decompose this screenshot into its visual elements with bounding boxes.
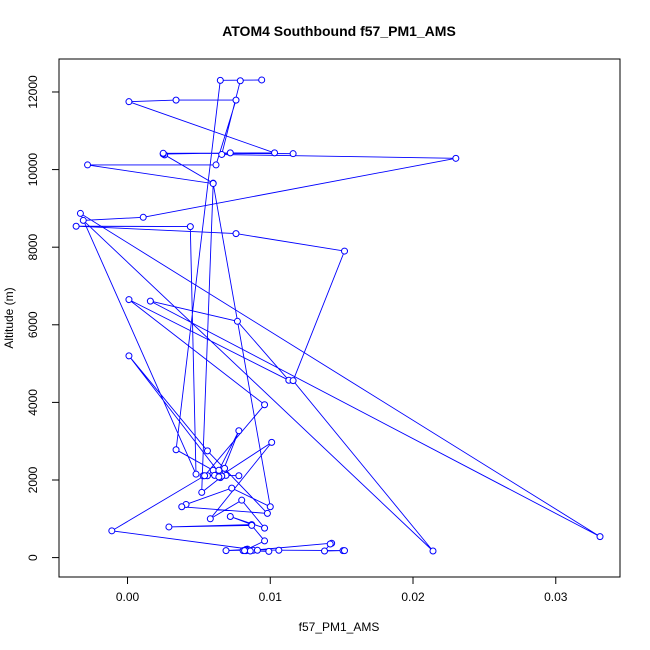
data-point [84,161,92,169]
y-tick-label: 8000 [26,234,40,261]
data-point [79,216,87,224]
data-point [289,377,297,385]
series-points-group [72,76,604,555]
data-point [429,547,437,555]
y-tick-label: 10000 [26,153,40,187]
data-point [289,150,297,158]
x-tick-label: 0.01 [259,590,283,604]
data-point [233,317,241,325]
data-point [72,222,80,230]
series-line [76,79,601,552]
data-point [178,503,186,511]
data-point [265,547,273,555]
data-point [146,297,154,305]
data-point [248,521,256,529]
data-point [209,180,217,188]
data-point [139,213,147,221]
data-point [246,547,254,555]
y-tick-label: 0 [26,554,40,561]
data-point [261,401,269,409]
data-point [198,488,206,496]
y-axis: 0 2000 4000 6000 8000 10000 12000 [26,75,60,561]
data-point [76,209,84,217]
data-point [108,527,116,535]
x-tick-label: 0.02 [401,590,425,604]
data-point [235,427,243,435]
data-point [221,464,229,472]
data-point [218,150,226,158]
data-point [275,546,283,554]
data-point [452,154,460,162]
data-point [125,98,133,106]
data-point [226,149,234,157]
data-point [192,470,200,478]
data-point [165,523,173,531]
data-point [125,296,133,304]
chart-title: ATOM4 Southbound f57_PM1_AMS [222,23,456,39]
data-point [172,96,180,104]
data-point [226,512,234,520]
data-point [186,223,194,231]
data-point [241,547,249,555]
data-point [261,537,269,545]
y-tick-label: 2000 [26,466,40,493]
data-point [326,540,334,548]
x-axis-title: f57_PM1_AMS [299,620,380,634]
data-point [235,472,243,480]
data-point [172,446,180,454]
data-point [206,515,214,523]
y-tick-label: 12000 [26,75,40,109]
y-axis-title: Altitude (m) [2,287,16,348]
data-point [125,352,133,360]
data-point [201,472,209,480]
x-axis: 0.00 0.01 0.02 0.03 [116,576,568,604]
data-point [261,524,269,532]
data-point [159,149,167,157]
data-point [266,503,274,511]
data-point [215,466,223,474]
data-point [232,96,240,104]
data-point [222,547,230,555]
x-tick-label: 0.00 [116,590,140,604]
data-point [321,547,329,555]
data-point [271,149,279,157]
y-tick-label: 4000 [26,389,40,416]
data-point [232,230,240,238]
x-tick-label: 0.03 [544,590,568,604]
data-point [268,438,276,446]
data-point [203,447,211,455]
data-point [596,533,604,541]
data-point [216,76,224,84]
data-point [238,496,246,504]
data-point [236,77,244,85]
data-point [228,484,236,492]
data-point [253,546,261,554]
series-line-group [76,79,601,552]
y-tick-label: 6000 [26,311,40,338]
data-point [340,547,348,555]
data-point [212,161,220,169]
data-point [258,76,266,84]
data-point [263,509,271,517]
data-point [340,247,348,255]
data-point [215,473,223,481]
